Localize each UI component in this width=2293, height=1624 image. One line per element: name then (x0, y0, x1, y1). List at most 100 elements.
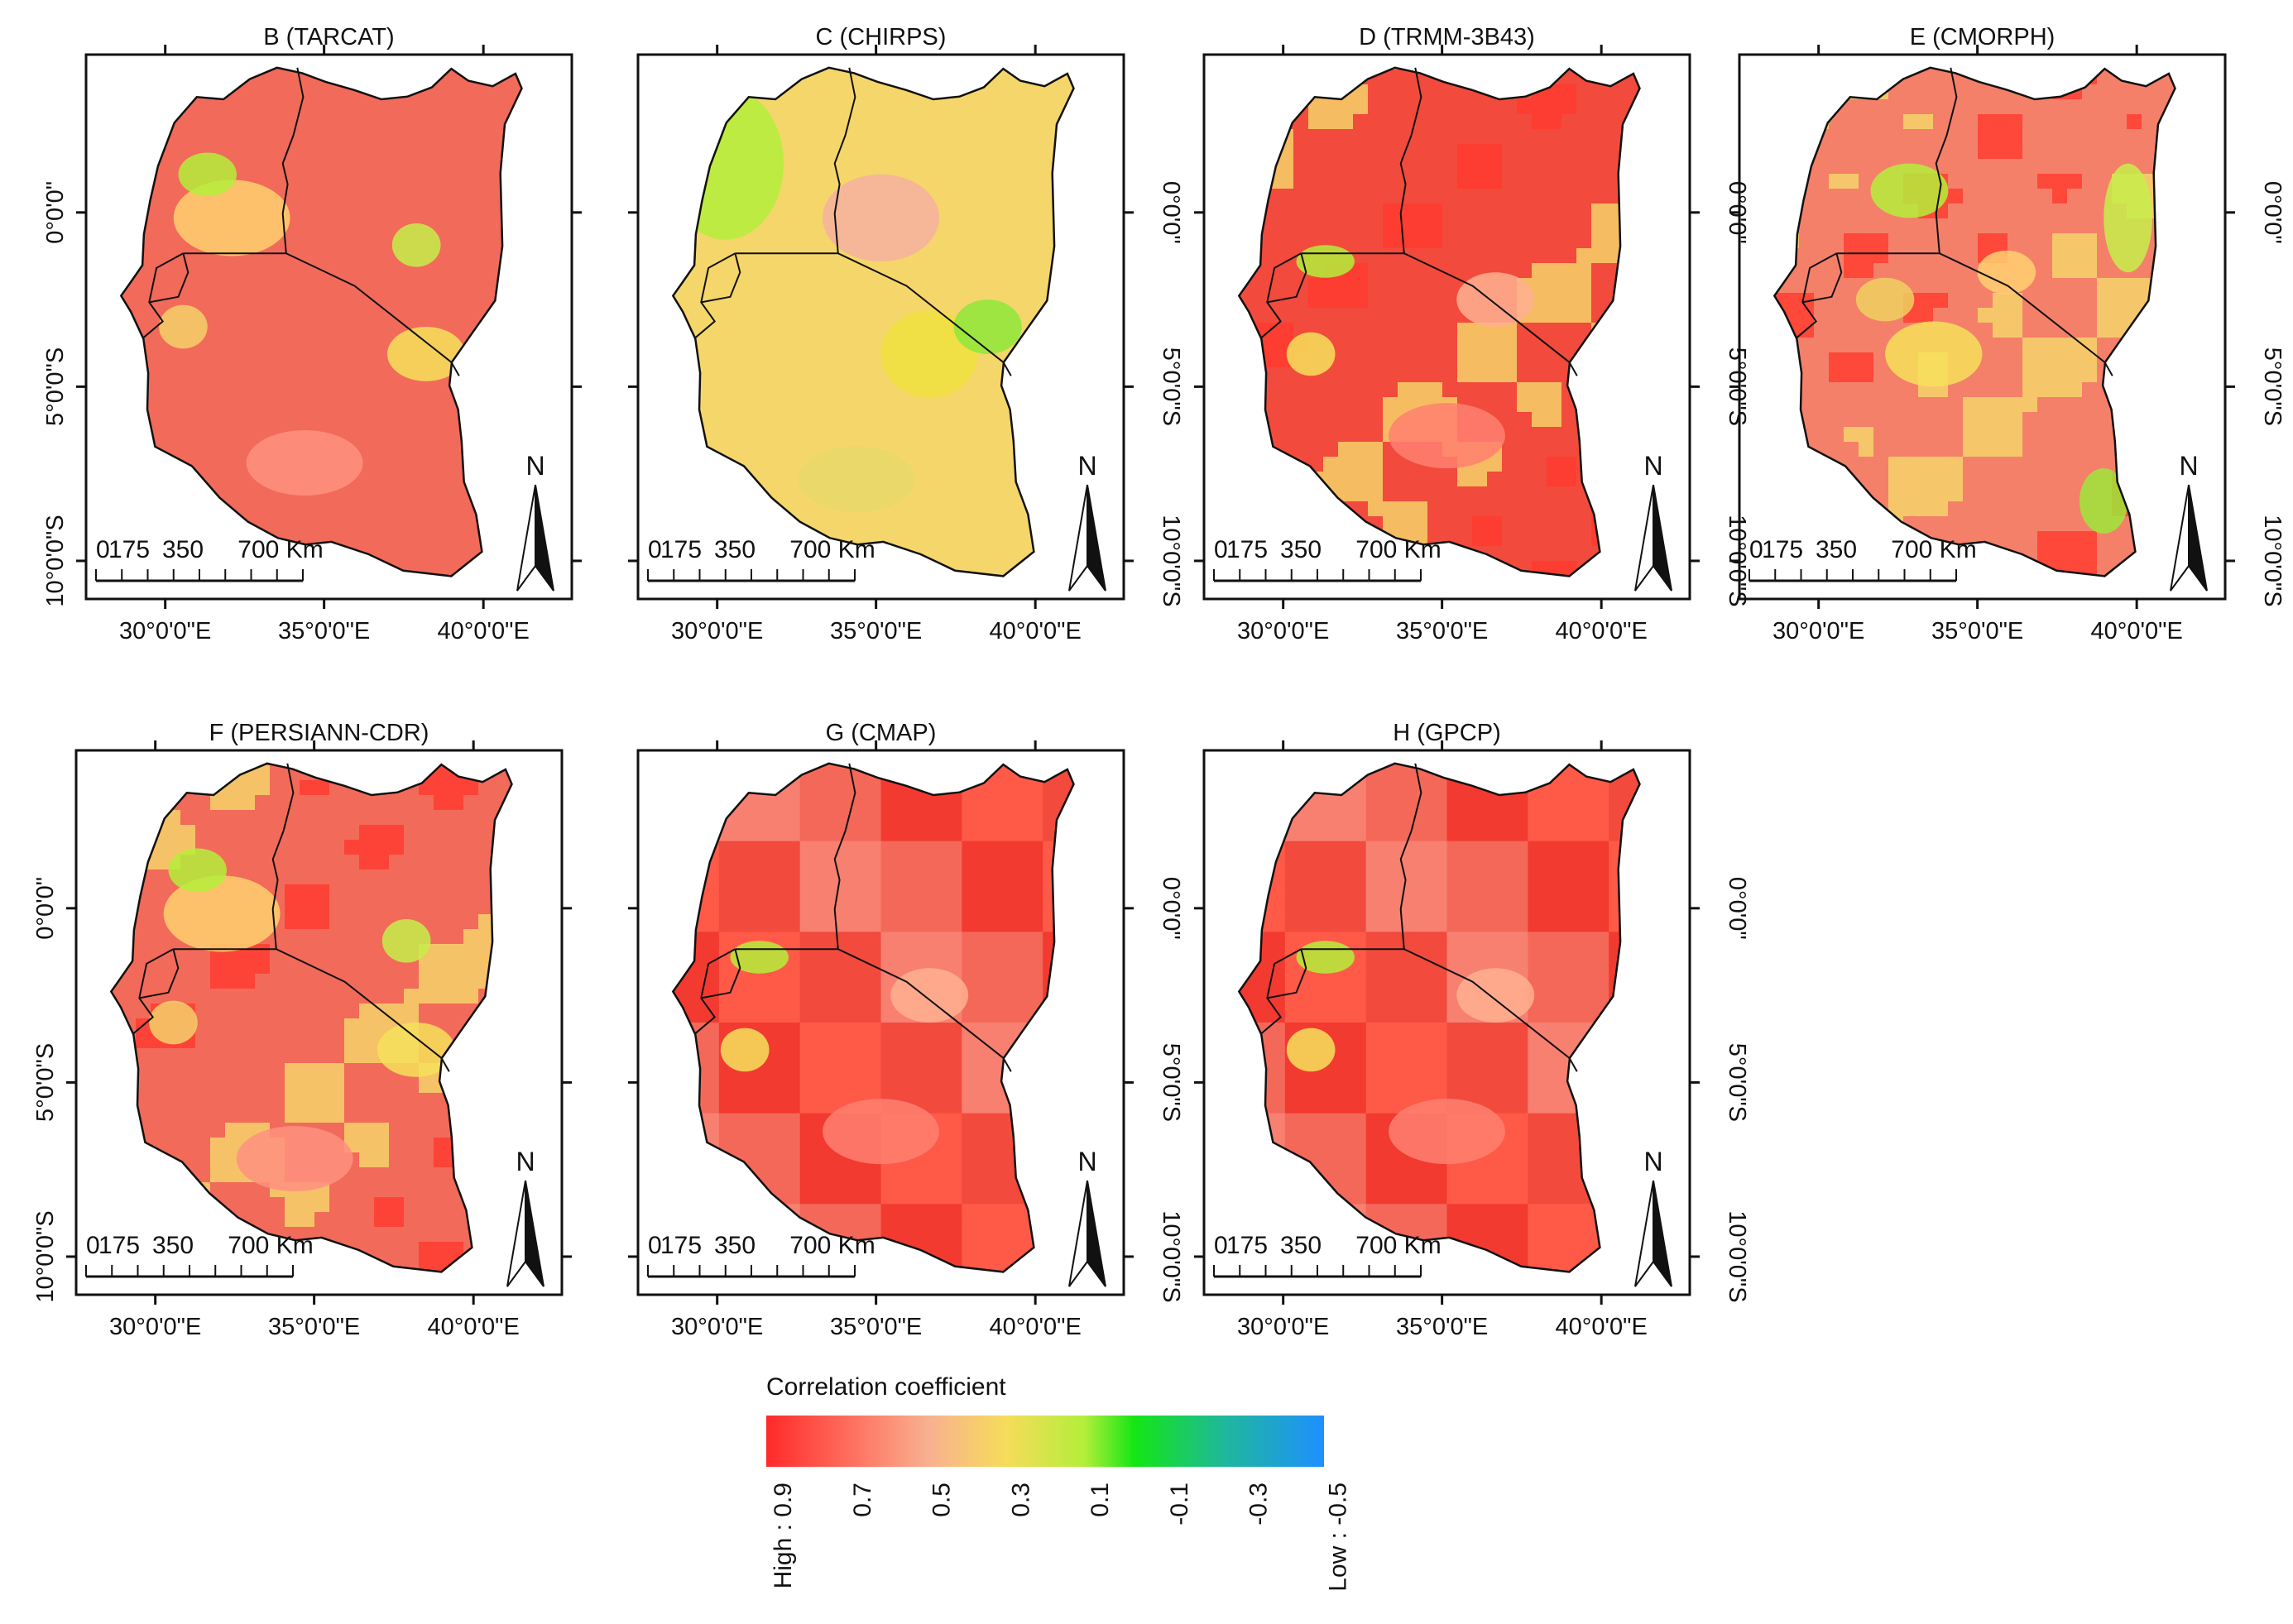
colorbar-tick-label: -0.1 (1166, 1483, 1193, 1526)
country-outline (671, 66, 1075, 577)
map-frame (84, 53, 573, 601)
scale-bar-label: 175 (1226, 1232, 1268, 1259)
x-tick-label: 40°0'0"E (2091, 618, 2183, 644)
x-tick-label: 35°0'0"E (830, 1314, 922, 1340)
x-tick-label: 30°0'0"E (1773, 618, 1864, 644)
scale-bar-label: 0 (648, 1232, 662, 1259)
map-panel-f: F (PERSIANN-CDR) 30°0'0"E 35°0'0"E 40°0'0"E… (32, 720, 572, 1340)
y-tick-label: 10°0'0"S (2259, 515, 2286, 606)
correlation-raster (121, 67, 522, 577)
x-tick-label: 35°0'0"E (278, 618, 370, 644)
y-tick-label: 5°0'0"S (42, 347, 69, 426)
panel-title: E (CMORPH) (1910, 24, 2056, 50)
colorbar-tick-label: Low : -0.5 (1325, 1483, 1352, 1592)
x-tick-label: 35°0'0"E (1396, 618, 1488, 644)
country-outline (109, 762, 513, 1273)
colorbar-tick-label: 0.5 (928, 1483, 956, 1517)
svg-text:N: N (1077, 1147, 1096, 1176)
y-tick-label: 10°0'0"S (1158, 1210, 1184, 1302)
correlation-raster (673, 67, 1074, 577)
country-border (1935, 67, 1958, 254)
scale-bar-label: 175 (660, 536, 702, 563)
map-frame (636, 53, 1125, 601)
scale-bar-label: 700 Km (1355, 1232, 1441, 1259)
svg-text:N: N (516, 1147, 535, 1176)
map-panel-g: G (CMAP) 30°0'0"E 35°0'0"E 40°0'0"E 0°0'0" 5°… (628, 720, 1184, 1340)
colorbar-tick-label: 0.7 (849, 1483, 876, 1517)
colorbar-legend: Correlation coefficient High : 0.9 0.7 0.5… (766, 1373, 1352, 1592)
country-border (1399, 67, 1422, 254)
map-panel-h: H (GPCP) 30°0'0"E 35°0'0"E 40°0'0"E 0°0'0" 5°… (1194, 720, 1750, 1340)
country-border (183, 252, 460, 376)
panel-title: C (CHIRPS) (816, 24, 947, 50)
scale-bar-label: 700 Km (228, 1232, 313, 1259)
country-border (139, 948, 180, 999)
colorbar (766, 1416, 1324, 1467)
x-tick-label: 30°0'0"E (119, 618, 211, 644)
scale-bar-label: 0 (86, 1232, 100, 1259)
y-tick-label: 10°0'0"S (32, 1210, 59, 1302)
x-tick-label: 30°0'0"E (109, 1314, 201, 1340)
scale-bar-label: 175 (1226, 536, 1268, 563)
svg-text:N: N (525, 451, 544, 481)
map-panel-c: C (CHIRPS) 30°0'0"E 35°0'0"E 40°0'0"E 0°0'0"… (628, 24, 1184, 644)
country-border (281, 67, 305, 254)
scale-bar-label: 350 (1280, 1232, 1322, 1259)
map-panel-d: D (TRMM-3B43)30°0'0"E 35°0'0"E 40°0'0"E0°0… (1194, 24, 1750, 644)
x-tick-label: 30°0'0"E (671, 618, 763, 644)
scale-bar-label: 350 (714, 1232, 756, 1259)
scale-bar-label: 175 (98, 1232, 140, 1259)
north-arrow-icon: N (2170, 451, 2208, 592)
north-arrow-icon: N (516, 451, 554, 592)
colorbar-tick-label: -0.3 (1245, 1483, 1273, 1526)
north-arrow-icon: N (1634, 451, 1672, 592)
scale-bar-label: 175 (1762, 536, 1803, 563)
x-tick-label: 40°0'0"E (990, 1314, 1082, 1340)
scale-bar-label: 175 (108, 536, 150, 563)
north-arrow-icon: N (1634, 1147, 1672, 1287)
country-border (271, 763, 295, 950)
country-border (173, 948, 450, 1072)
x-tick-label: 35°0'0"E (1931, 618, 2023, 644)
north-arrow-icon: N (1068, 1147, 1106, 1287)
x-tick-label: 30°0'0"E (1237, 618, 1329, 644)
scale-bar-label: 0 (648, 536, 662, 563)
scale-bar-label: 350 (1816, 536, 1857, 563)
svg-text:N: N (1077, 451, 1096, 481)
y-tick-label: 0°0'0" (42, 181, 69, 244)
scale-bar-label: 700 Km (1355, 536, 1441, 563)
country-border (1836, 252, 2113, 376)
y-tick-label: 0°0'0" (32, 877, 59, 940)
colorbar-title: Correlation coefficient (766, 1373, 1006, 1401)
y-tick-label: 5°0'0"S (32, 1043, 59, 1122)
north-arrow-icon: N (506, 1147, 544, 1287)
y-tick-label: 5°0'0"S (2259, 347, 2286, 426)
scale-bar-label: 350 (714, 536, 756, 563)
country-border (149, 252, 189, 304)
x-tick-label: 30°0'0"E (1237, 1314, 1329, 1340)
scale-bar-label: 700 Km (789, 536, 875, 563)
country-border (833, 763, 856, 950)
x-tick-label: 40°0'0"E (1556, 618, 1648, 644)
y-tick-label: 0°0'0" (1158, 181, 1184, 244)
x-tick-label: 40°0'0"E (1556, 1314, 1648, 1340)
y-tick-label: 10°0'0"S (1158, 515, 1184, 606)
country-outline (671, 762, 1075, 1273)
country-border (1267, 948, 1307, 999)
colorbar-tick-label: 0.1 (1087, 1483, 1114, 1517)
country-border (735, 948, 1012, 1072)
x-tick-label: 35°0'0"E (1396, 1314, 1488, 1340)
map-panel-b: B (TARCAT) 30°0'0"E 35°0'0"E 40°0'0"E 0°0'0"… (42, 24, 582, 644)
country-border (1301, 252, 1578, 376)
country-border (1301, 948, 1578, 1072)
panel-title: G (CMAP) (826, 720, 937, 746)
colorbar-tick-label: 0.3 (1007, 1483, 1034, 1517)
x-tick-label: 40°0'0"E (990, 618, 1082, 644)
map-frame (74, 749, 564, 1296)
y-tick-label: 10°0'0"S (1724, 1210, 1750, 1302)
